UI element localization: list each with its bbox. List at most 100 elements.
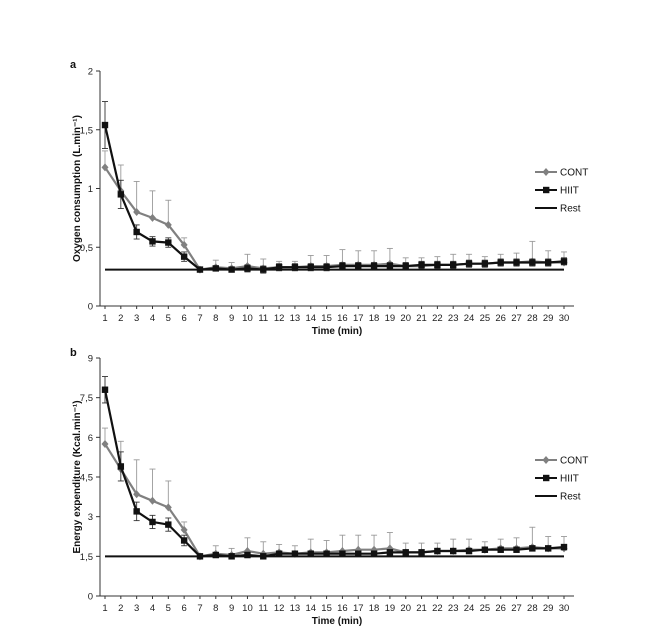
data-point xyxy=(149,518,156,526)
data-point xyxy=(497,259,504,266)
x-tick-label: 30 xyxy=(559,313,570,324)
data-point xyxy=(133,490,141,499)
legend-label: HIIT xyxy=(560,474,579,485)
legend-marker xyxy=(543,474,550,482)
y-tick-label: 4,5 xyxy=(80,473,93,484)
data-point xyxy=(117,463,125,470)
x-tick-label: 3 xyxy=(134,313,139,324)
legend-label: HIIT xyxy=(560,186,579,197)
data-point xyxy=(323,264,330,271)
x-tick-label: 7 xyxy=(197,313,202,324)
legend-label: CONT xyxy=(560,168,588,179)
data-point xyxy=(355,262,362,270)
chart-panel-b: b01,534,567,591 2 3 4 5 6 7 8 9 10 11 12 13 14 15 16 17 1… xyxy=(70,347,588,627)
x-tick-label: 2 xyxy=(118,313,123,324)
x-tick-label: 10 xyxy=(242,313,253,324)
data-point xyxy=(117,191,125,198)
legend: CONT HIIT Rest xyxy=(535,168,588,215)
data-point xyxy=(529,545,536,552)
x-tick-label: 1 xyxy=(102,313,107,324)
data-point xyxy=(370,262,378,270)
data-point xyxy=(133,208,141,216)
x-tick-label: 20 xyxy=(400,313,411,324)
x-tick-label: 24 xyxy=(464,313,475,324)
x-tick-label: 9 xyxy=(229,313,234,324)
data-point xyxy=(560,543,568,551)
x-tick-label: 13 xyxy=(290,603,301,614)
x-tick-label: 12 xyxy=(274,313,285,324)
x-tick-label: 15 xyxy=(321,603,332,614)
x-tick-label: 28 xyxy=(527,603,538,614)
chart-panel-a: a00,511,521 2 3 4 5 6 7 8 9 10 11 12 13 14 15 16 17 18 19 2… xyxy=(70,59,588,337)
x-tick-label: 17 xyxy=(353,313,364,324)
data-point xyxy=(544,259,552,266)
y-tick-label: 0 xyxy=(88,592,93,603)
data-point xyxy=(180,253,188,260)
data-point xyxy=(513,546,520,553)
x-tick-label: 10 xyxy=(242,603,253,614)
data-point xyxy=(418,549,425,556)
data-point xyxy=(212,265,219,272)
x-tick-label: 6 xyxy=(181,603,186,614)
data-point xyxy=(275,264,283,271)
x-tick-label: 27 xyxy=(511,313,522,324)
x-tick-label: 15 xyxy=(321,313,332,324)
x-tick-label: 26 xyxy=(495,603,506,614)
x-axis-title: Time (min) xyxy=(312,326,362,337)
data-point xyxy=(513,259,520,266)
y-tick-label: 1,5 xyxy=(80,552,93,563)
data-point xyxy=(481,546,489,553)
x-tick-label: 1 xyxy=(102,603,107,614)
series-cont xyxy=(101,427,568,561)
data-point xyxy=(133,228,140,236)
data-point xyxy=(370,550,378,557)
x-tick-label: 8 xyxy=(213,603,218,614)
data-point xyxy=(149,238,156,245)
x-tick-label: 21 xyxy=(416,313,427,324)
series-hiit xyxy=(101,376,568,560)
data-point xyxy=(101,386,109,393)
y-tick-label: 6 xyxy=(88,433,93,444)
data-point xyxy=(291,264,299,271)
legend-label: Rest xyxy=(560,492,581,503)
data-point xyxy=(323,550,330,557)
panel-label: a xyxy=(70,59,77,71)
legend: CONT HIIT Rest xyxy=(535,456,588,503)
panel-label: b xyxy=(70,347,77,359)
x-tick-label: 25 xyxy=(480,603,491,614)
x-tick-label: 23 xyxy=(448,313,459,324)
data-point xyxy=(450,261,457,269)
data-point xyxy=(101,163,109,172)
legend-marker xyxy=(542,456,550,464)
x-tick-label: 24 xyxy=(464,603,475,614)
x-tick-label: 22 xyxy=(432,313,443,324)
x-tick-label: 4 xyxy=(150,313,155,324)
x-tick-label: 16 xyxy=(337,603,348,614)
data-point xyxy=(402,549,409,556)
x-tick-label: 14 xyxy=(305,603,316,614)
x-tick-label: 11 xyxy=(258,313,268,324)
x-tick-label: 23 xyxy=(448,603,459,614)
legend-label: Rest xyxy=(560,204,581,215)
data-point xyxy=(212,551,219,559)
y-axis-title: Oxygen consumption (L.min⁻¹) xyxy=(72,115,83,262)
x-tick-label: 18 xyxy=(369,313,380,324)
data-point xyxy=(497,546,504,553)
data-point xyxy=(465,260,473,267)
x-tick-label: 20 xyxy=(400,603,411,614)
series-line xyxy=(103,124,565,271)
x-tick-label: 19 xyxy=(385,603,396,614)
data-point xyxy=(355,550,362,557)
data-point xyxy=(434,261,441,269)
data-point xyxy=(101,121,109,129)
y-tick-label: 1 xyxy=(88,184,93,195)
data-point xyxy=(544,545,552,552)
series-hiit xyxy=(101,101,568,274)
legend-label: CONT xyxy=(560,456,588,467)
x-tick-label: 22 xyxy=(432,603,443,614)
data-point xyxy=(434,547,441,555)
series-line xyxy=(104,443,564,558)
x-tick-label: 6 xyxy=(181,313,186,324)
data-point xyxy=(133,508,140,515)
